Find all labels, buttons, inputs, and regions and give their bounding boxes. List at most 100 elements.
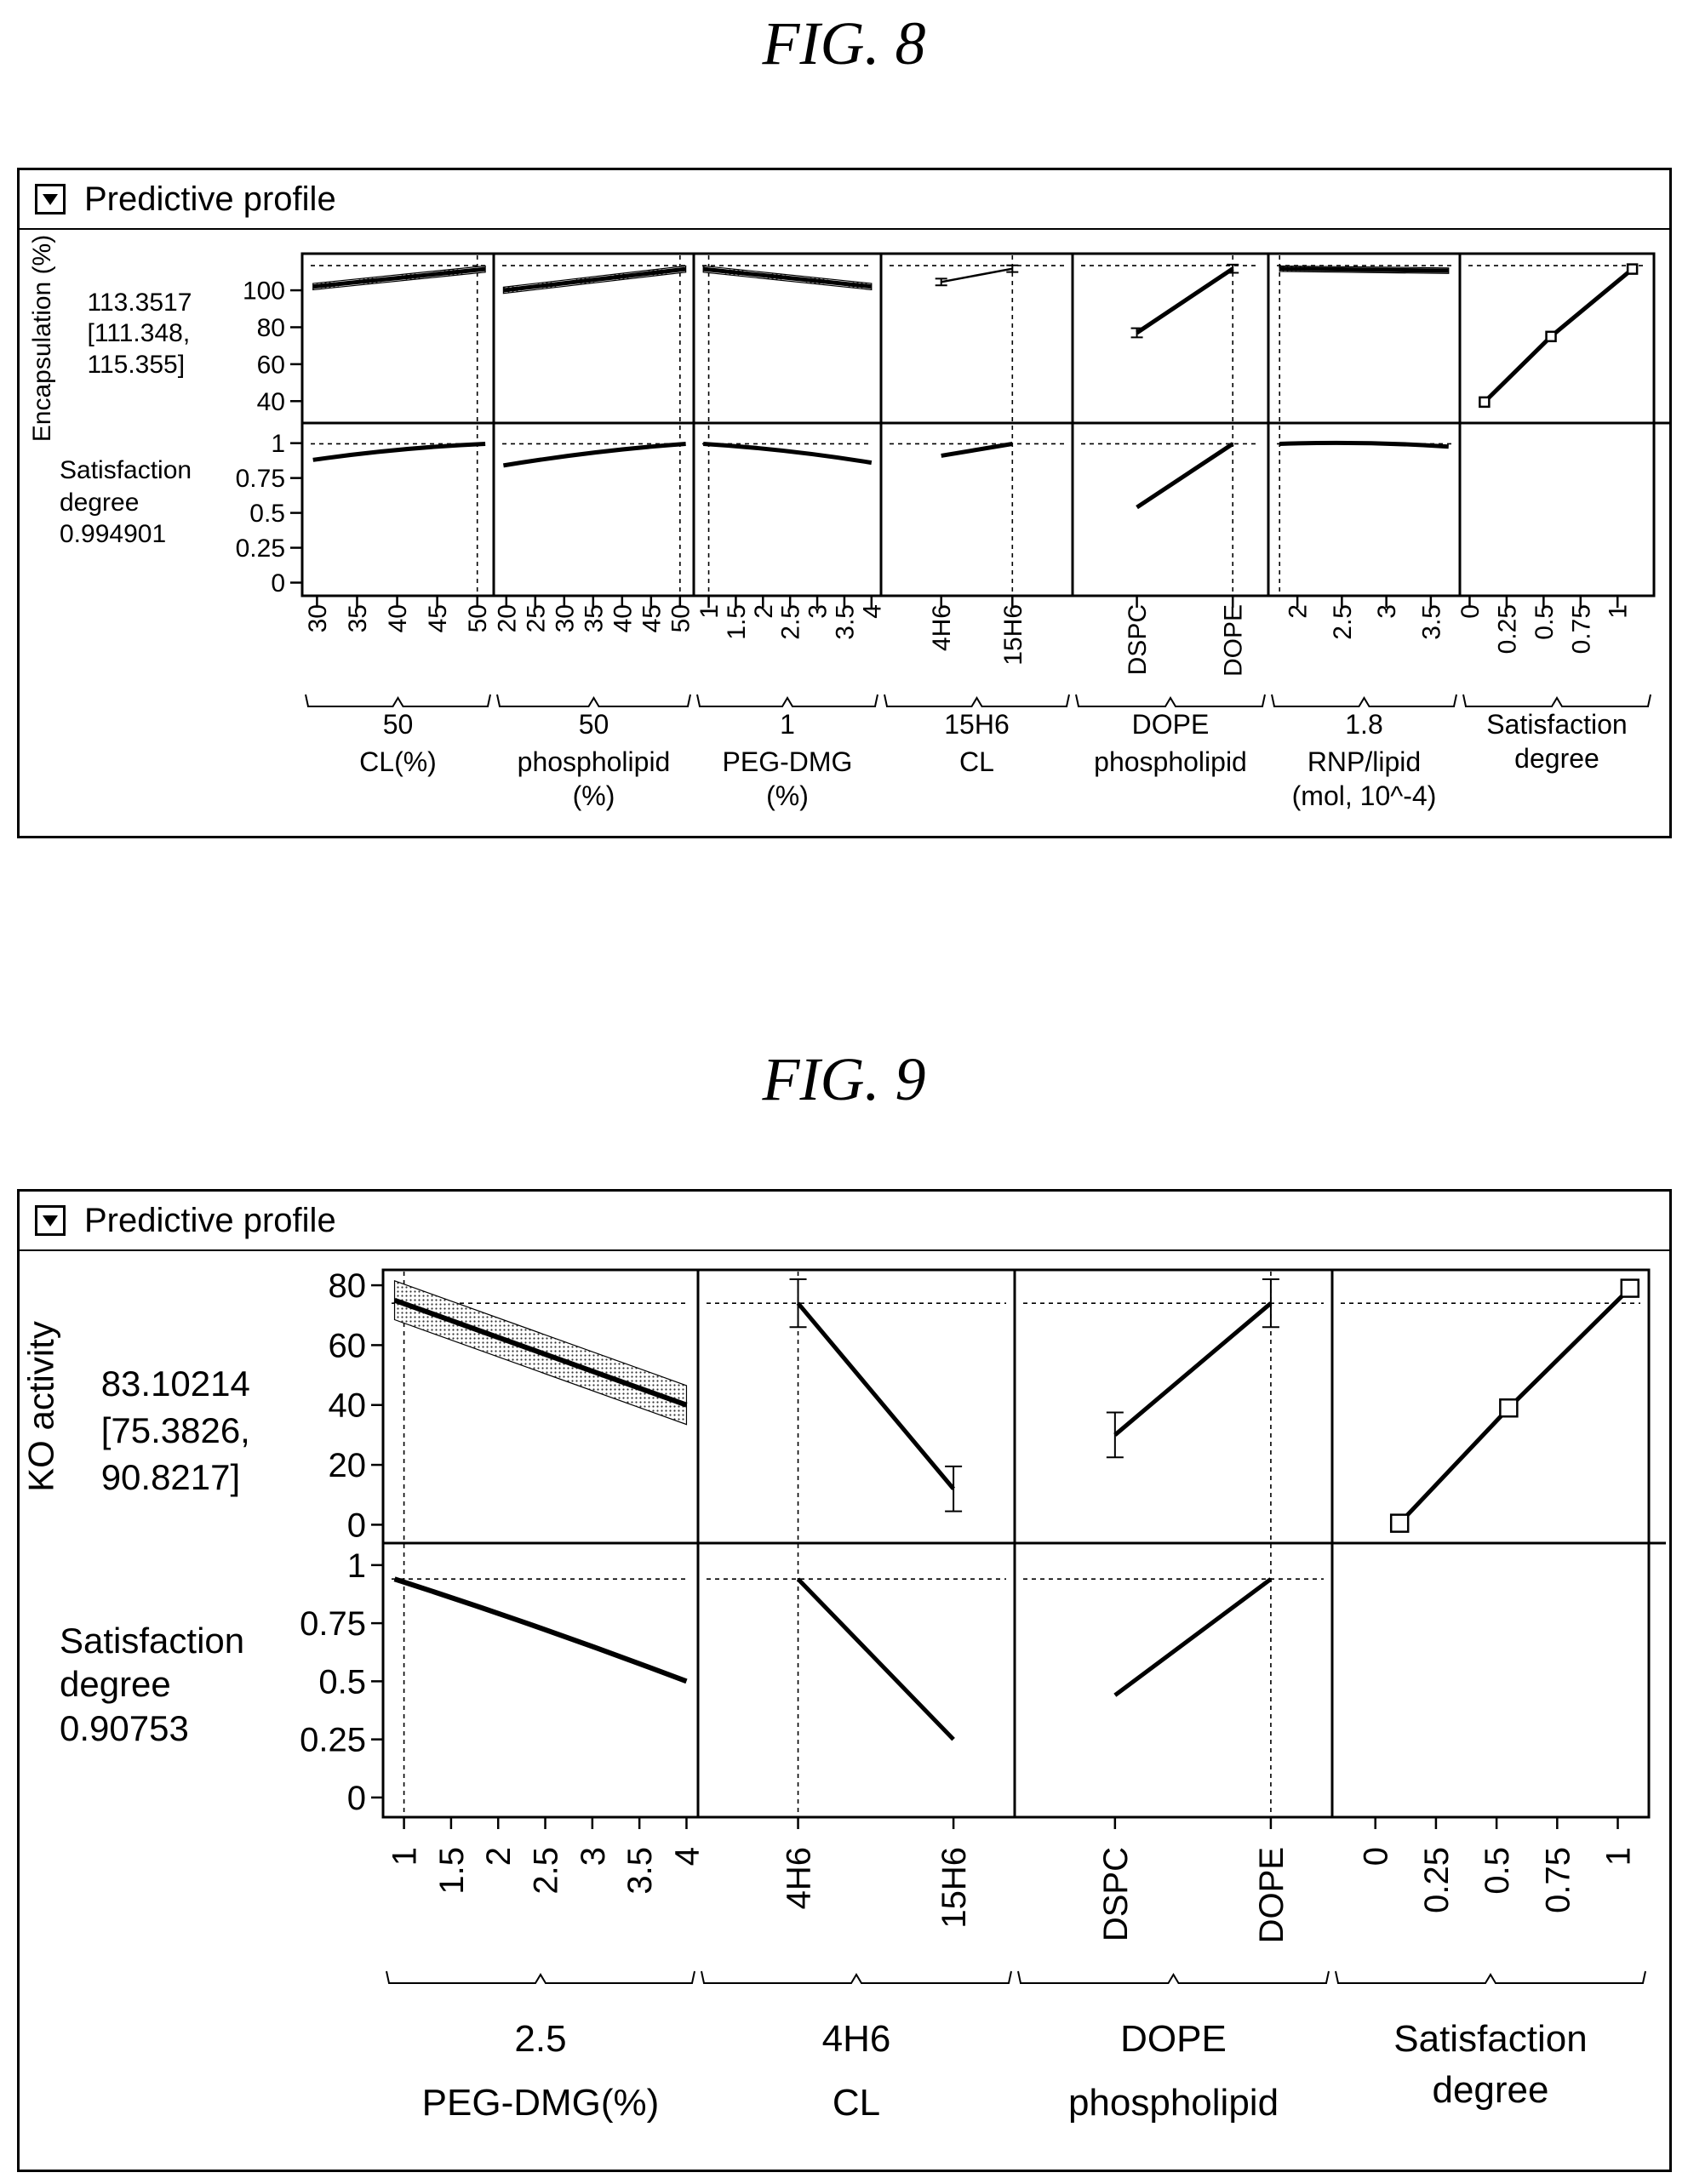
y-tick-label: 40 [257, 388, 285, 416]
x-tick-label: DSPC [1097, 1847, 1135, 1941]
y-tick-label: 80 [257, 314, 285, 342]
x-tick-label: 30 [551, 604, 579, 632]
prediction-trace [941, 267, 1013, 283]
x-tick-label: 40 [609, 604, 637, 632]
factor-bracket [1271, 694, 1457, 707]
x-tick-label: 0.25 [1493, 604, 1521, 654]
x-tick-label: 2.5 [528, 1847, 565, 1895]
y-tick-label: 100 [243, 277, 285, 306]
y-tick-label: 1 [271, 430, 285, 458]
y-tick-label: 0.5 [318, 1663, 366, 1701]
desirability-handle [1389, 1513, 1410, 1533]
factor-bracket [496, 694, 691, 707]
factor-name: (mol, 10^-4) [1292, 780, 1437, 811]
y-tick-label: 20 [329, 1447, 367, 1484]
x-tick-label: 1.5 [433, 1847, 471, 1895]
y-tick-label: 80 [329, 1267, 367, 1305]
x-tick-label: 20 [493, 604, 521, 632]
y-tick-label: 40 [329, 1387, 367, 1425]
x-tick-label: 3 [575, 1847, 612, 1866]
response-name: degree [60, 1664, 171, 1704]
x-tick-label: DSPC [1124, 604, 1152, 675]
x-tick-label: 4H6 [928, 604, 956, 651]
desirability-function [1483, 267, 1634, 404]
factor-name: degree [1514, 743, 1599, 774]
x-tick-label: 50 [667, 604, 695, 632]
prediction-trace [1279, 266, 1449, 273]
profiler-panel-fig9: Predictive profile [17, 1189, 1672, 2172]
disclosure-triangle-icon[interactable] [35, 1205, 66, 1236]
y-tick-label: 0 [347, 1780, 366, 1817]
y-tick-label: 0 [271, 569, 285, 597]
factor-setting: 15H6 [944, 709, 1010, 740]
factor-setting: 4H6 [822, 2018, 891, 2060]
x-tick-label: 2.5 [777, 604, 805, 640]
error-bar [789, 1278, 807, 1329]
figure-8-title: FIG. 8 [762, 9, 926, 77]
prediction-trace [796, 1301, 956, 1490]
prediction-trace [702, 266, 873, 289]
factor-name: phospholipid [1094, 746, 1247, 777]
factor-bracket [884, 694, 1070, 707]
response-value: 113.3517 [88, 289, 192, 317]
response-name: degree [60, 489, 139, 517]
x-tick-label: 45 [638, 604, 666, 632]
factor-setting: 1 [780, 709, 795, 740]
x-tick-label: 35 [580, 604, 608, 632]
x-tick-label: 40 [384, 604, 412, 632]
prediction-trace [941, 442, 1013, 458]
x-tick-label: 25 [522, 604, 550, 632]
confidence-interval: [75.3826, [101, 1410, 250, 1450]
y-tick-label: 0 [347, 1507, 366, 1544]
factor-setting: 50 [383, 709, 414, 740]
profiler-panel-fig8: Predictive profile [17, 168, 1672, 838]
x-tick-label: 0.5 [1531, 604, 1559, 640]
factor-name: RNP/lipid [1307, 746, 1421, 777]
y-tick-label: 1 [347, 1547, 366, 1585]
factor-name: PEG-DMG(%) [422, 2082, 660, 2124]
x-tick-label: 0.25 [1418, 1847, 1456, 1913]
x-tick-label: 45 [424, 604, 452, 632]
desirability-handle [1499, 1398, 1519, 1418]
prediction-trace [1136, 442, 1234, 510]
response-name: KO activity [21, 1321, 61, 1492]
x-tick-label: 3 [804, 604, 833, 619]
x-tick-label: 4 [668, 1847, 706, 1866]
x-tick-label: 2 [1285, 604, 1313, 619]
panel-title: Predictive profile [84, 180, 336, 218]
figure-9-title: FIG. 9 [762, 1045, 926, 1113]
y-tick-label: 0.5 [249, 500, 285, 528]
x-tick-label: 3.5 [1417, 604, 1445, 640]
factor-setting: DOPE [1132, 709, 1210, 740]
x-tick-label: 2.5 [1329, 604, 1357, 640]
factor-bracket [1075, 694, 1266, 707]
factor-bracket [696, 694, 878, 707]
desirability-handle [1626, 263, 1639, 275]
factor-setting: DOPE [1120, 2018, 1227, 2060]
disclosure-triangle-icon[interactable] [35, 184, 66, 214]
error-bar [945, 1465, 963, 1512]
prediction-trace [393, 1297, 688, 1408]
x-tick-label: DOPE [1220, 604, 1248, 677]
x-tick-label: 1 [1605, 604, 1633, 619]
factor-setting: 2.5 [514, 2018, 566, 2060]
x-tick-label: 15H6 [999, 604, 1027, 666]
factor-bracket [1462, 694, 1651, 707]
y-tick-label: 0.75 [236, 465, 285, 493]
response-name: Satisfaction [60, 456, 192, 484]
error-bar [1227, 263, 1239, 274]
prediction-trace [1279, 440, 1449, 449]
factor-bracket [1335, 1970, 1646, 1984]
desirability-handle [1479, 396, 1491, 409]
prediction-trace [796, 1577, 955, 1741]
confidence-interval: 115.355] [88, 351, 186, 379]
plot-frame [300, 252, 1656, 597]
response-value: 0.90753 [60, 1708, 189, 1748]
panel-header: Predictive profile [20, 170, 1669, 230]
prediction-trace [1113, 1301, 1273, 1437]
y-tick-label: 0.25 [300, 1722, 366, 1759]
x-tick-label: 30 [304, 604, 332, 632]
error-bar [1006, 264, 1019, 273]
y-tick-label: 0.75 [300, 1605, 366, 1643]
